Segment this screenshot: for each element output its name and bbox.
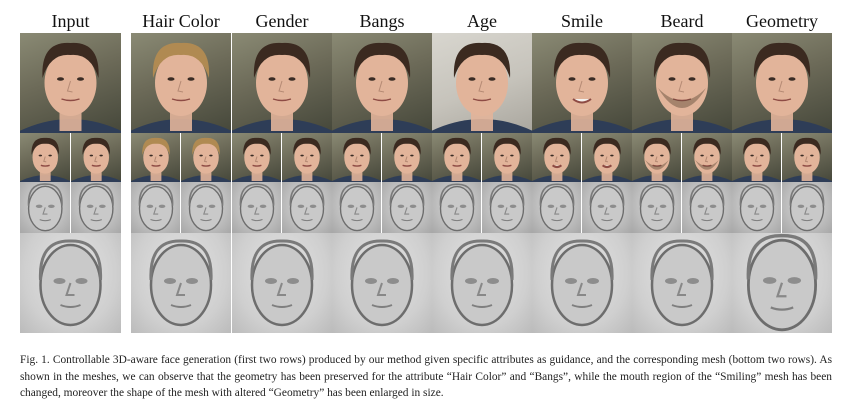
figure: Input Hair Color Gender Bangs Age Smile Beard G…	[20, 11, 832, 333]
mesh-view-right	[70, 182, 121, 233]
face-photo-age	[432, 33, 532, 133]
face-view-right	[782, 133, 832, 182]
face-view-left	[532, 133, 582, 182]
mesh-views-age	[432, 182, 532, 233]
mesh-frontal-geometry	[732, 233, 832, 333]
column-label-beard: Beard	[660, 11, 704, 31]
face-views-beard	[632, 133, 732, 182]
column-label-input: Input	[51, 11, 90, 31]
mesh-views-hair-color	[131, 182, 231, 233]
caption-text: Controllable 3D-aware face generation (f…	[20, 354, 833, 399]
mesh-frontal-beard	[632, 233, 732, 333]
mesh-view-right	[782, 182, 832, 233]
face-views-gender	[232, 133, 332, 182]
mesh-views-smile	[532, 182, 632, 233]
mesh-frontal-bangs	[332, 233, 432, 333]
face-views-bangs	[332, 133, 432, 182]
mesh-view-left	[131, 182, 181, 233]
face-view-right	[382, 133, 432, 182]
face-views-age	[432, 133, 532, 182]
column-label-geometry: Geometry	[746, 11, 818, 31]
face-views-geometry	[732, 133, 832, 182]
mesh-view-right	[181, 182, 231, 233]
mesh-frontal-smile	[532, 233, 632, 333]
face-photo-geometry	[732, 33, 832, 133]
column-label-gender: Gender	[255, 11, 309, 31]
mesh-view-left	[332, 182, 382, 233]
mesh-frontal-gender	[232, 233, 332, 333]
face-view-right	[582, 133, 632, 182]
face-view-left	[632, 133, 682, 182]
face-view-left	[332, 133, 382, 182]
mesh-frontal-input	[20, 233, 121, 333]
face-views-hair-color	[131, 133, 231, 182]
caption-fig-label: Fig. 1.	[20, 354, 50, 366]
face-photo-input	[20, 33, 121, 133]
face-view-left	[232, 133, 282, 182]
mesh-view-right	[682, 182, 732, 233]
face-photo-smile	[532, 33, 632, 133]
mesh-view-left	[532, 182, 582, 233]
face-view-right	[682, 133, 732, 182]
mesh-views-gender	[232, 182, 332, 233]
mesh-view-right	[482, 182, 532, 233]
face-photo-beard	[632, 33, 732, 133]
face-view-right	[282, 133, 332, 182]
mesh-views-input	[20, 182, 121, 233]
face-view-right	[482, 133, 532, 182]
mesh-view-left	[732, 182, 782, 233]
face-photo-hair-color	[131, 33, 231, 133]
mesh-view-right	[382, 182, 432, 233]
face-view-right	[70, 133, 121, 182]
face-view-left	[732, 133, 782, 182]
mesh-view-left	[632, 182, 682, 233]
mesh-view-left	[232, 182, 282, 233]
mesh-view-right	[282, 182, 332, 233]
column-label-smile: Smile	[560, 11, 603, 31]
face-photo-bangs	[332, 33, 432, 133]
column-label-age: Age	[467, 11, 497, 31]
column-label-hair-color: Hair Color	[142, 11, 220, 31]
face-views-input	[20, 133, 121, 182]
mesh-view-left	[432, 182, 482, 233]
mesh-views-bangs	[332, 182, 432, 233]
face-views-smile	[532, 133, 632, 182]
mesh-view-left	[20, 182, 71, 233]
mesh-view-right	[582, 182, 632, 233]
mesh-views-beard	[632, 182, 732, 233]
mesh-frontal-age	[432, 233, 532, 333]
face-view-left	[131, 133, 181, 182]
column-label-bangs: Bangs	[359, 11, 405, 31]
mesh-views-geometry	[732, 182, 832, 233]
face-view-left	[432, 133, 482, 182]
face-photo-gender	[232, 33, 332, 133]
mesh-frontal-hair-color	[131, 233, 231, 333]
figure-caption: Fig. 1. Controllable 3D-aware face gener…	[20, 352, 832, 402]
face-view-left	[20, 133, 71, 182]
face-view-right	[181, 133, 231, 182]
